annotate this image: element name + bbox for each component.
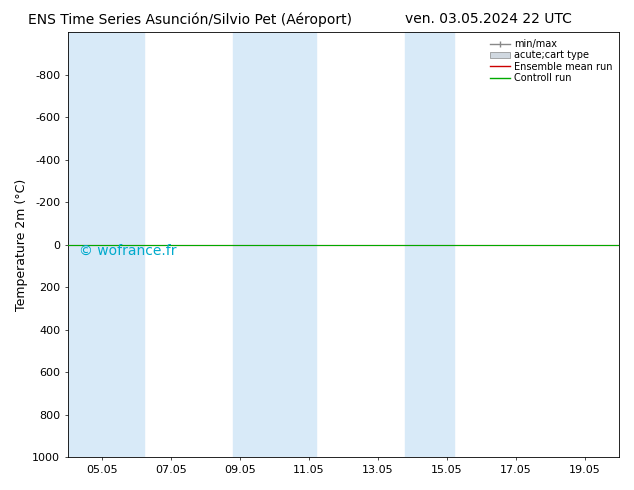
- Bar: [233, 32, 316, 457]
- Y-axis label: Temperature 2m (°C): Temperature 2m (°C): [15, 179, 28, 311]
- Text: © wofrance.fr: © wofrance.fr: [79, 244, 176, 258]
- Bar: [405, 32, 454, 457]
- Bar: [68, 32, 143, 457]
- Legend: min/max, acute;cart type, Ensemble mean run, Controll run: min/max, acute;cart type, Ensemble mean …: [488, 37, 614, 85]
- Text: ENS Time Series Asunción/Silvio Pet (Aéroport): ENS Time Series Asunción/Silvio Pet (Aér…: [28, 12, 353, 27]
- Text: ven. 03.05.2024 22 UTC: ven. 03.05.2024 22 UTC: [404, 12, 572, 26]
